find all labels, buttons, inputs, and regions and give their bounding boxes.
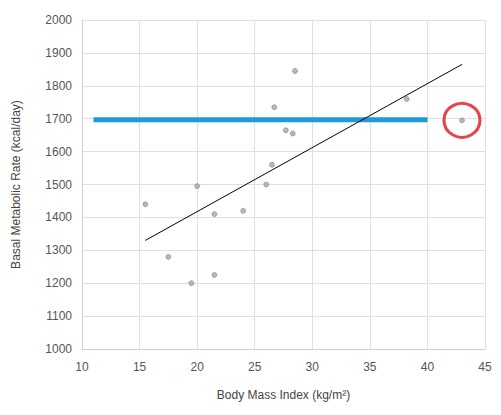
- svg-text:1300: 1300: [45, 243, 72, 257]
- svg-text:1400: 1400: [45, 210, 72, 224]
- svg-text:1600: 1600: [45, 145, 72, 159]
- svg-text:1800: 1800: [45, 79, 72, 93]
- svg-text:25: 25: [248, 360, 262, 374]
- svg-text:1200: 1200: [45, 276, 72, 290]
- svg-text:1500: 1500: [45, 178, 72, 192]
- svg-text:30: 30: [306, 360, 320, 374]
- svg-text:40: 40: [421, 360, 435, 374]
- svg-text:2000: 2000: [45, 13, 72, 27]
- svg-text:45: 45: [478, 360, 492, 374]
- svg-text:10: 10: [75, 360, 89, 374]
- svg-text:35: 35: [363, 360, 377, 374]
- svg-text:1000: 1000: [45, 342, 72, 356]
- svg-text:1100: 1100: [46, 309, 72, 323]
- svg-text:20: 20: [190, 360, 204, 374]
- svg-text:Body Mass Index (kg/m²): Body Mass Index (kg/m²): [217, 388, 350, 402]
- svg-text:15: 15: [133, 360, 147, 374]
- svg-text:1900: 1900: [45, 46, 72, 60]
- svg-text:Basal Metabolic Rate (kcal/day: Basal Metabolic Rate (kcal/day): [9, 100, 23, 269]
- svg-text:1700: 1700: [45, 112, 72, 126]
